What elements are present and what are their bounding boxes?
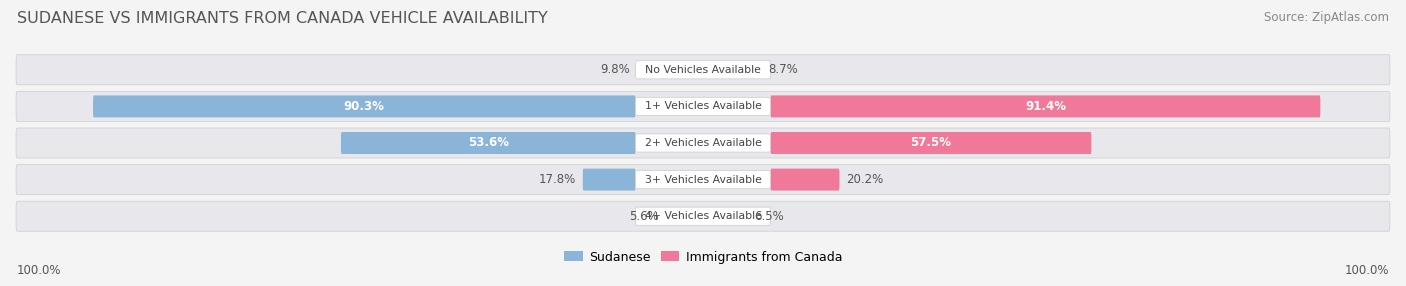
- Text: 90.3%: 90.3%: [344, 100, 385, 113]
- Text: SUDANESE VS IMMIGRANTS FROM CANADA VEHICLE AVAILABILITY: SUDANESE VS IMMIGRANTS FROM CANADA VEHIC…: [17, 11, 547, 26]
- Text: 5.6%: 5.6%: [628, 210, 658, 223]
- FancyBboxPatch shape: [636, 97, 770, 116]
- FancyBboxPatch shape: [582, 169, 636, 190]
- FancyBboxPatch shape: [770, 169, 839, 190]
- FancyBboxPatch shape: [636, 61, 770, 79]
- FancyBboxPatch shape: [15, 128, 1391, 158]
- FancyBboxPatch shape: [15, 201, 1391, 231]
- Text: 3+ Vehicles Available: 3+ Vehicles Available: [644, 175, 762, 184]
- Text: 20.2%: 20.2%: [846, 173, 883, 186]
- Text: Source: ZipAtlas.com: Source: ZipAtlas.com: [1264, 11, 1389, 24]
- Legend: Sudanese, Immigrants from Canada: Sudanese, Immigrants from Canada: [560, 246, 846, 269]
- Text: 2+ Vehicles Available: 2+ Vehicles Available: [644, 138, 762, 148]
- Text: No Vehicles Available: No Vehicles Available: [645, 65, 761, 75]
- Text: 17.8%: 17.8%: [538, 173, 576, 186]
- FancyBboxPatch shape: [636, 170, 770, 189]
- Text: 4+ Vehicles Available: 4+ Vehicles Available: [644, 211, 762, 221]
- Text: 1+ Vehicles Available: 1+ Vehicles Available: [644, 102, 762, 111]
- Text: 53.6%: 53.6%: [468, 136, 509, 150]
- FancyBboxPatch shape: [770, 96, 1320, 117]
- Text: 100.0%: 100.0%: [1344, 265, 1389, 277]
- FancyBboxPatch shape: [770, 132, 1091, 154]
- FancyBboxPatch shape: [15, 92, 1391, 121]
- Text: 57.5%: 57.5%: [911, 136, 952, 150]
- FancyBboxPatch shape: [15, 55, 1391, 85]
- Text: 8.7%: 8.7%: [769, 63, 799, 76]
- FancyBboxPatch shape: [342, 132, 636, 154]
- Text: 6.5%: 6.5%: [754, 210, 783, 223]
- FancyBboxPatch shape: [636, 207, 770, 225]
- FancyBboxPatch shape: [15, 165, 1391, 194]
- Text: 100.0%: 100.0%: [17, 265, 62, 277]
- FancyBboxPatch shape: [93, 96, 636, 117]
- FancyBboxPatch shape: [636, 134, 770, 152]
- Text: 9.8%: 9.8%: [600, 63, 630, 76]
- Text: 91.4%: 91.4%: [1025, 100, 1066, 113]
